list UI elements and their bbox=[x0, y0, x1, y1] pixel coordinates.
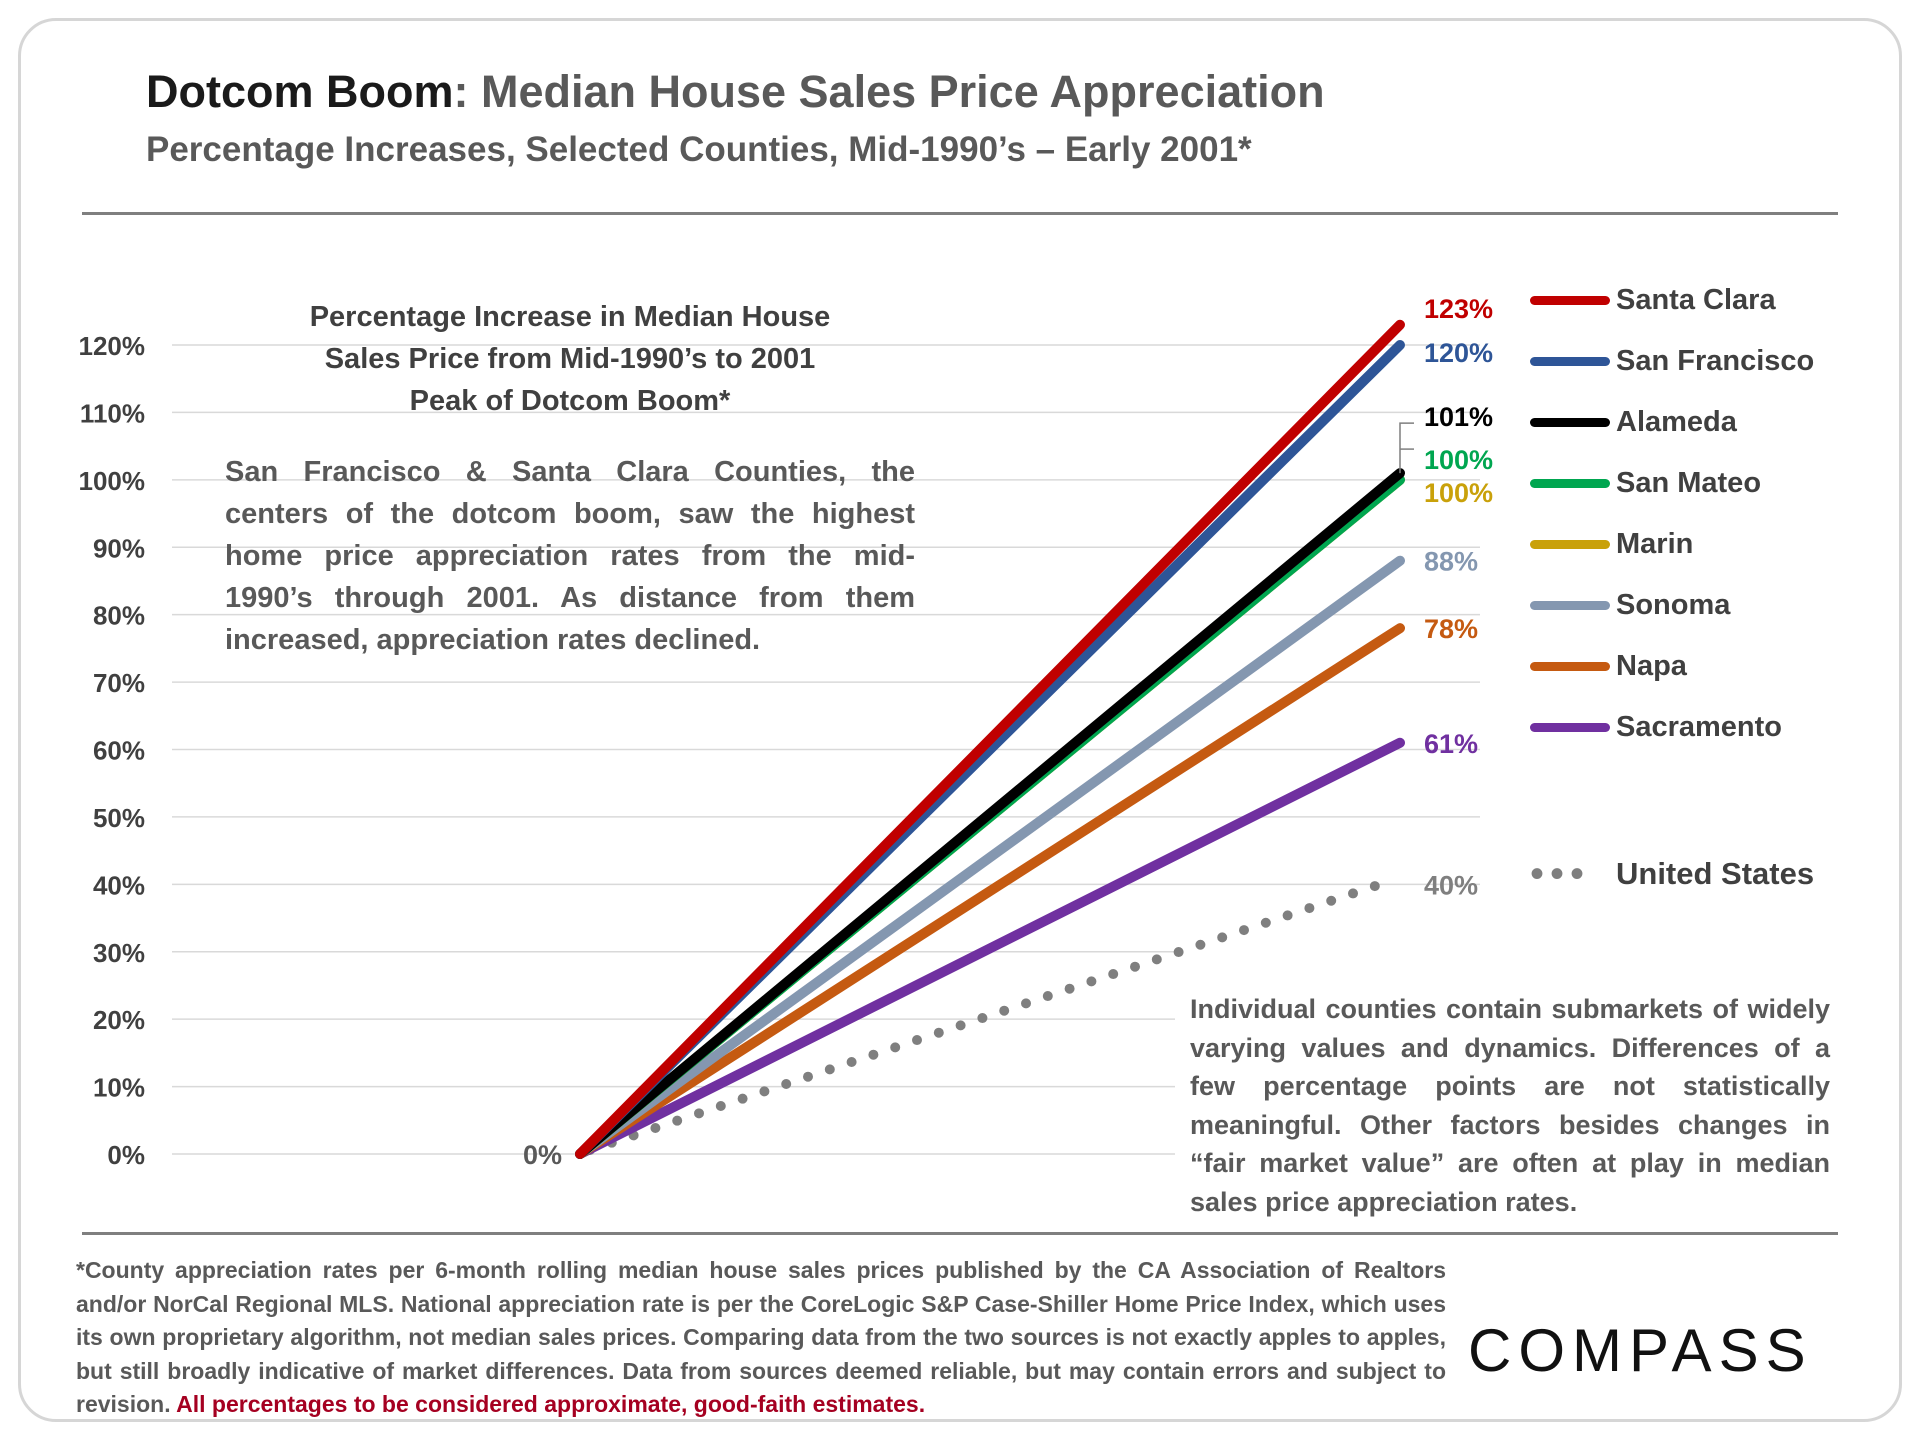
legend-item-marin: Marin bbox=[1530, 524, 1860, 564]
y-tick-label: 40% bbox=[93, 870, 145, 900]
legend-dotted-swatch: ••• bbox=[1530, 852, 1591, 896]
series-line-alameda bbox=[575, 468, 1405, 1159]
y-tick-label: 80% bbox=[93, 601, 145, 631]
legend-swatch bbox=[1530, 723, 1610, 732]
y-tick-label: 70% bbox=[93, 668, 145, 698]
legend-swatch bbox=[1530, 357, 1610, 366]
end-label-sacramento: 61% bbox=[1424, 729, 1478, 759]
legend-label: Sacramento bbox=[1616, 711, 1783, 743]
y-tick-label: 0% bbox=[107, 1140, 145, 1170]
compass-logo: COMPASS bbox=[1468, 1317, 1813, 1384]
legend-swatch bbox=[1530, 479, 1610, 488]
line-chart: 0% 10% 20% 30% 40% 50% 60% 70% 80% 90% 100% 110% 120… bbox=[79, 294, 1494, 1170]
page-title: Dotcom Boom: Median House Sales Price Ap… bbox=[146, 66, 1325, 118]
end-label-united-states: 40% bbox=[1424, 870, 1478, 900]
end-label-sonoma: 88% bbox=[1424, 547, 1478, 577]
end-label-alameda: 101% bbox=[1424, 402, 1493, 432]
y-tick-label: 30% bbox=[93, 938, 145, 968]
legend-item-sacramento: Sacramento bbox=[1530, 707, 1860, 747]
series-line-napa bbox=[575, 623, 1405, 1159]
series-line-sonoma bbox=[575, 555, 1405, 1159]
legend-label: San Mateo bbox=[1616, 467, 1762, 499]
legend-item-san-mateo: San Mateo bbox=[1530, 463, 1860, 503]
end-label-napa: 78% bbox=[1424, 614, 1478, 644]
y-tick-label: 100% bbox=[79, 466, 146, 496]
y-tick-label: 20% bbox=[93, 1005, 145, 1035]
legend-item-alameda: Alameda bbox=[1530, 402, 1860, 442]
footnote: *County appreciation rates per 6-month r… bbox=[76, 1254, 1446, 1422]
y-tick-label: 10% bbox=[93, 1073, 145, 1103]
series-line-santa-clara bbox=[575, 319, 1405, 1159]
end-label-san-francisco: 120% bbox=[1424, 338, 1493, 368]
y-tick-label: 110% bbox=[80, 398, 145, 428]
alameda-leader-line bbox=[1399, 422, 1414, 474]
end-label-marin: 100% bbox=[1424, 478, 1493, 508]
title-rest: : Median House Sales Price Appreciation bbox=[453, 66, 1325, 117]
series-line-united-states bbox=[585, 879, 1385, 1155]
end-label-san-mateo: 100% bbox=[1424, 445, 1493, 475]
chart-legend: Santa Clara San Francisco Alameda San Mateo… bbox=[1530, 280, 1860, 920]
legend-item-united-states: ••• United States bbox=[1530, 854, 1860, 894]
footnote-emphasis: All percentages to be considered approxi… bbox=[176, 1391, 926, 1418]
legend-label: United States bbox=[1616, 856, 1815, 891]
series-line-sacramento bbox=[575, 737, 1405, 1159]
bottom-divider bbox=[82, 1232, 1838, 1235]
legend-item-santa-clara: Santa Clara bbox=[1530, 280, 1860, 320]
footnote-text: *County appreciation rates per 6-month r… bbox=[76, 1257, 1446, 1418]
title-lead: Dotcom Boom bbox=[146, 66, 454, 117]
y-tick-label: 60% bbox=[93, 736, 145, 766]
chart-card bbox=[18, 18, 1902, 1422]
legend-swatch bbox=[1530, 540, 1610, 549]
page-subtitle: Percentage Increases, Selected Counties,… bbox=[146, 130, 1252, 169]
legend-swatch bbox=[1530, 418, 1610, 427]
disclaimer-note: Individual counties contain submarkets o… bbox=[1190, 994, 1830, 1217]
legend-item-san-francisco: San Francisco bbox=[1530, 341, 1860, 381]
legend-label: San Francisco bbox=[1616, 345, 1815, 377]
legend-label: Santa Clara bbox=[1616, 284, 1776, 316]
end-label-santa-clara: 123% bbox=[1424, 294, 1493, 324]
chart-annotation-body: San Francisco & Santa Clara Counties, th… bbox=[225, 456, 915, 656]
top-divider bbox=[82, 212, 1838, 215]
legend-label: Napa bbox=[1616, 650, 1687, 682]
legend-swatch bbox=[1530, 296, 1610, 305]
legend-label: Marin bbox=[1616, 528, 1694, 560]
legend-item-napa: Napa bbox=[1530, 646, 1860, 686]
legend-swatch bbox=[1530, 662, 1610, 671]
legend-swatch bbox=[1530, 601, 1610, 610]
legend-item-sonoma: Sonoma bbox=[1530, 585, 1860, 625]
chart-annotation-title: Percentage Increase in Median House Sale… bbox=[309, 301, 831, 417]
legend-label: Sonoma bbox=[1616, 589, 1731, 621]
legend-label: Alameda bbox=[1616, 406, 1737, 438]
y-tick-label: 50% bbox=[93, 803, 145, 833]
start-value-label: 0% bbox=[523, 1140, 562, 1170]
y-tick-label: 90% bbox=[93, 533, 145, 563]
y-tick-label: 120% bbox=[79, 331, 146, 361]
